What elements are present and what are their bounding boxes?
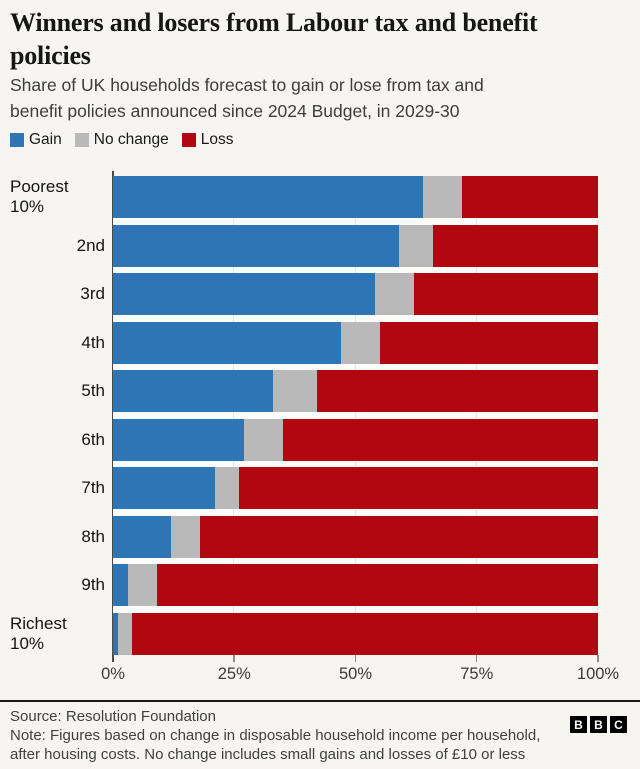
x-axis-tick-25 [233, 655, 235, 662]
y-axis-label: Poorest 10% [10, 177, 69, 216]
bar-segment-gain [113, 467, 215, 510]
bar-segment-no-change [340, 321, 380, 364]
bar-segment-no-change [399, 224, 434, 267]
x-axis-label: 25% [217, 665, 251, 683]
y-axis-label: 9th [81, 575, 105, 595]
bar-row-4th [113, 321, 598, 364]
bar-segment-gain [113, 515, 172, 558]
stacked-bar-chart: Poorest 10% 2nd 3rd 4th 5th 6th 7th 8th 9th Riche… [10, 171, 630, 691]
bar-segment-no-change [117, 612, 133, 655]
y-axis-label: 4th [81, 332, 105, 352]
legend: Gain No change Loss [10, 131, 233, 149]
legend-item-loss: Loss [181, 131, 234, 149]
bbc-logo-letter: B [570, 716, 587, 733]
y-axis-label: 2nd [76, 235, 105, 255]
gridline-50 [354, 176, 356, 655]
bar-segment-no-change [214, 467, 240, 510]
legend-swatch-no-change-icon [74, 133, 89, 147]
bar-row-poorest-10- [113, 176, 598, 218]
gridline-25 [233, 176, 235, 655]
chart-subtitle-line: Share of UK households forecast to gain … [10, 75, 484, 95]
bar-segment-loss [200, 515, 598, 558]
plot-area [113, 176, 598, 655]
gridline-100 [597, 176, 598, 655]
legend-label: Gain [29, 131, 62, 148]
bar-row-8th [113, 515, 598, 558]
bar-segment-gain [113, 564, 128, 607]
bar-row-5th [113, 370, 598, 413]
bar-segment-loss [156, 564, 598, 607]
y-axis-label: 3rd [80, 284, 105, 304]
bar-segment-gain [113, 418, 244, 461]
y-axis-label: Richest 10% [10, 613, 67, 653]
chart-subtitle-line: benefit policies announced since 2024 Bu… [10, 101, 460, 121]
x-axis-label: 0% [101, 665, 125, 683]
bar-row-2nd [113, 224, 598, 267]
page-title-line: Winners and losers from Labour tax and b… [10, 8, 538, 37]
footer-divider [0, 700, 640, 702]
bar-row-7th [113, 467, 598, 510]
legend-swatch-loss-icon [181, 133, 196, 147]
bar-segment-gain [113, 176, 424, 218]
y-axis-label: 7th [81, 478, 105, 498]
bar-segment-gain [113, 224, 400, 267]
bar-segment-loss [132, 612, 598, 655]
bar-segment-loss [379, 321, 598, 364]
x-axis-label: 75% [460, 665, 494, 683]
bar-segment-no-change [273, 370, 317, 413]
bar-segment-loss [433, 224, 598, 267]
bbc-logo-letter: B [590, 716, 607, 733]
bar-row-6th [113, 418, 598, 461]
x-axis-label: 50% [338, 665, 373, 683]
note-text: Note: Figures based on change in disposa… [10, 726, 570, 764]
bar-segment-no-change [423, 176, 463, 218]
bar-row-richest-10- [113, 612, 598, 655]
x-axis-tick-50 [354, 655, 356, 662]
bar-segment-loss [462, 176, 598, 218]
bar-segment-gain [113, 612, 118, 655]
note-line: after housing costs. No change includes … [10, 746, 526, 763]
bar-segment-no-change [171, 515, 201, 558]
page-title-line: policies [10, 41, 91, 70]
source-text: Source: Resolution Foundation [10, 708, 216, 725]
x-axis-tick-75 [475, 655, 478, 662]
bar-segment-gain [113, 370, 274, 413]
legend-swatch-gain-icon [10, 133, 24, 147]
y-axis-label: 6th [81, 429, 105, 449]
bar-segment-gain [113, 321, 341, 364]
gridline-75 [475, 176, 477, 655]
bar-row-3rd [113, 273, 598, 316]
y-axis-label: 8th [81, 526, 105, 546]
x-axis-tick-100 [597, 655, 599, 662]
bar-row-9th [113, 564, 598, 607]
bar-segment-no-change [127, 564, 157, 607]
bar-segment-no-change [243, 418, 283, 461]
page-title: Winners and losers from Labour tax and b… [10, 6, 630, 72]
legend-label: No change [93, 131, 169, 148]
bar-segment-gain [113, 273, 375, 316]
bbc-logo-letter: C [610, 716, 627, 733]
bar-segment-loss [239, 467, 598, 510]
bar-segment-loss [316, 370, 598, 413]
note-line: Note: Figures based on change in disposa… [10, 727, 541, 744]
x-axis-label: 100% [576, 665, 620, 683]
legend-label: Loss [200, 131, 234, 148]
chart-subtitle: Share of UK households forecast to gain … [10, 72, 630, 124]
bar-segment-no-change [374, 273, 414, 316]
legend-item-no-change: No change [74, 131, 169, 149]
bar-segment-loss [413, 273, 598, 316]
legend-item-gain: Gain [10, 131, 62, 149]
bar-segment-loss [282, 418, 598, 461]
y-axis-label: 5th [81, 381, 105, 401]
